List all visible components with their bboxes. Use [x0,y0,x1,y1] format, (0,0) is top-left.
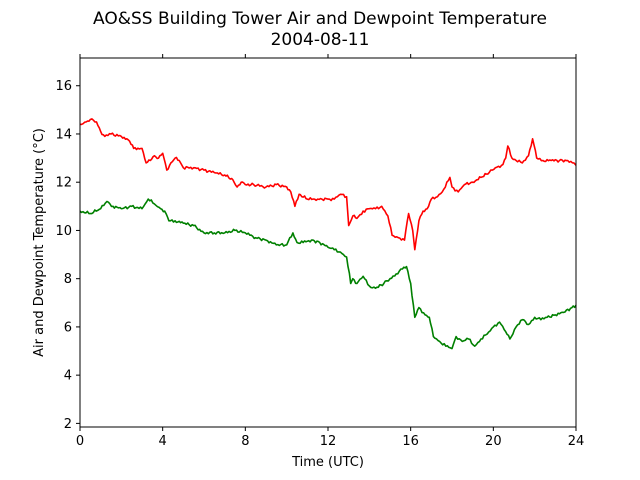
x-tick-label: 0 [76,434,84,449]
chart-title: AO&SS Building Tower Air and Dewpoint Te… [93,9,547,29]
series-layer [79,118,577,350]
y-tick-label: 8 [64,272,72,287]
y-tick-label: 10 [55,224,72,239]
x-tick-label: 4 [159,434,167,449]
y-tick-label: 16 [55,79,72,94]
x-axis-label: Time (UTC) [291,455,364,470]
y-axis-label: Air and Dewpoint Temperature (°C) [32,128,47,357]
x-tick-label: 12 [320,434,337,449]
y-tick-label: 12 [55,176,72,191]
y-tick-label: 2 [64,417,72,432]
y-tick-label: 4 [64,369,72,384]
x-tick-label: 24 [568,434,585,449]
x-tick-label: 16 [402,434,419,449]
chart-subtitle: 2004-08-11 [271,30,370,50]
series-line-1 [79,118,577,251]
y-tick-label: 14 [55,127,72,142]
x-tick-label: 8 [241,434,249,449]
x-tick-label: 20 [485,434,502,449]
series-line-2 [79,198,577,350]
y-tick-label: 6 [64,320,72,335]
